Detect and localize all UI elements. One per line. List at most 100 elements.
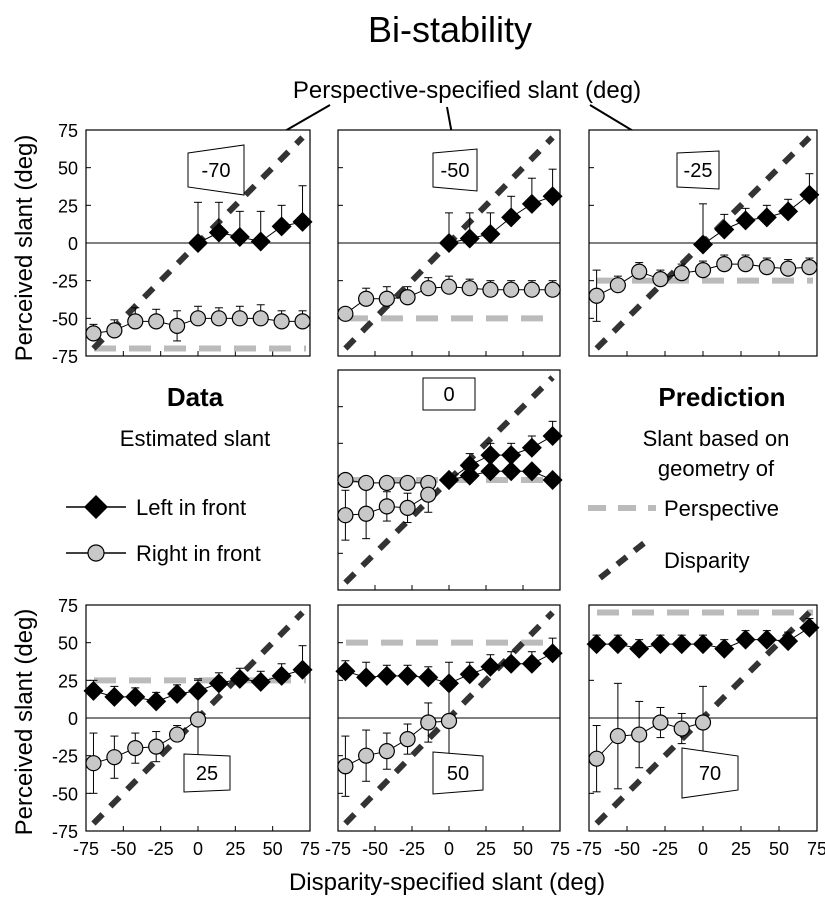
x-tick-label: 0 — [193, 839, 203, 859]
perspective-slant-box — [676, 150, 720, 190]
error-bar — [613, 682, 622, 790]
left-in-front-point — [188, 233, 208, 253]
right-in-front-point — [482, 281, 499, 298]
left-in-front-point — [756, 207, 777, 228]
figure-title: Bi-stability — [368, 9, 532, 50]
right-in-front-point — [294, 313, 311, 330]
panel-5: 25 — [83, 604, 313, 832]
x-tick-label: 50 — [769, 839, 789, 859]
left-in-front-point — [459, 664, 480, 685]
right-in-front-point — [631, 263, 648, 280]
left-in-front-point — [735, 629, 756, 650]
left-in-front-point — [418, 667, 439, 688]
x-tick-label: -75 — [325, 839, 351, 859]
right-in-front-point — [189, 310, 207, 327]
left-in-front-point — [188, 680, 208, 701]
left-in-front-point — [480, 223, 501, 244]
right-in-front-point — [337, 471, 354, 489]
x-tick-label: -50 — [614, 839, 640, 859]
left-in-front-point — [459, 465, 480, 486]
right-in-front-point — [148, 738, 165, 755]
right-in-front-point — [652, 271, 669, 288]
left-in-front-point — [459, 228, 480, 249]
y-axis-label-bottom: Perceived slant (deg) — [11, 609, 38, 836]
left-in-front-point — [778, 201, 799, 222]
right-in-front-point — [378, 743, 395, 760]
x-tick-labels: -75 -50 -25 0 25 50 75 -75 -50 -25 0 25 50 75 -75 -50 -2… — [73, 839, 825, 859]
x-tick-label: -25 — [399, 839, 425, 859]
x-tick-label: -25 — [652, 839, 678, 859]
left-in-front-point — [83, 680, 104, 701]
y-tick-label: 25 — [58, 671, 78, 691]
perspective-slant-box — [183, 753, 231, 793]
right-in-front-point — [378, 290, 395, 307]
left-in-front-point — [271, 665, 292, 686]
x-axis-label: Disparity-specified slant (deg) — [289, 869, 605, 896]
left-in-front-point — [439, 470, 459, 490]
left-in-front-point — [459, 455, 480, 476]
right-in-front-point — [168, 317, 186, 334]
y-tick-label: 75 — [58, 596, 78, 616]
right-in-front-point — [337, 758, 354, 775]
right-in-front-point — [399, 730, 416, 748]
right-in-front-point — [231, 310, 248, 327]
right-in-front-point — [378, 474, 395, 492]
panels: -70 -50 -25 0 25 50 70 — [83, 129, 820, 832]
legend-diamond-icon — [84, 495, 108, 519]
right-in-front-point — [588, 750, 605, 767]
disparity-legend-label: Disparity — [664, 548, 750, 573]
left-in-front-point — [397, 665, 418, 686]
x-tick-label: 50 — [513, 839, 533, 859]
y-tick-label: 50 — [58, 634, 78, 654]
left-in-front-point — [104, 686, 125, 707]
data-legend-subheading: Estimated slant — [120, 426, 270, 451]
right-in-front-point — [168, 726, 186, 743]
perspective-slant-label: 70 — [699, 763, 721, 785]
y-tick-label: -50 — [52, 309, 78, 329]
x-tick-label: 0 — [444, 839, 454, 859]
left-in-front-point — [125, 686, 146, 707]
right-in-front-point — [420, 714, 437, 731]
right-in-front-point — [544, 281, 561, 298]
right-in-front-point — [461, 280, 478, 297]
y-tick-label: -50 — [52, 784, 78, 804]
legend-right-in-front-label: Right in front — [136, 541, 261, 566]
right-in-front-point — [378, 498, 395, 515]
y-tick-labels-bottom: 75 50 25 0 -25 -50 -75 — [52, 596, 78, 842]
left-in-front-point — [542, 186, 563, 207]
right-in-front-point — [673, 720, 690, 737]
x-tick-label: 75 — [300, 839, 320, 859]
right-in-front-point — [358, 747, 375, 764]
prediction-legend-line1: Slant based on — [643, 426, 790, 451]
right-in-front-point — [780, 260, 797, 277]
right-in-front-point — [358, 505, 375, 522]
left-in-front-point — [542, 426, 563, 446]
y-tick-label: -25 — [52, 747, 78, 767]
y-tick-label: -75 — [52, 822, 78, 842]
right-in-front-point — [609, 277, 626, 294]
left-in-front-point — [521, 653, 542, 674]
x-tick-label: 75 — [550, 839, 570, 859]
disparity-legend-line — [598, 537, 650, 581]
legend-circle-icon — [87, 544, 105, 562]
right-in-front-point — [358, 474, 375, 492]
perspective-slant-label: -70 — [202, 160, 231, 182]
y-tick-label: -25 — [52, 272, 78, 292]
right-in-front-point — [694, 262, 712, 279]
right-in-front-point — [523, 281, 540, 298]
right-in-front-point — [189, 711, 207, 728]
left-in-front-point — [756, 629, 777, 650]
right-in-front-point — [652, 714, 669, 731]
left-in-front-point — [629, 638, 650, 659]
left-in-front-point — [650, 634, 671, 655]
x-tick-label: -75 — [73, 839, 99, 859]
x-tick-label: 50 — [263, 839, 283, 859]
left-in-front-point — [229, 668, 250, 689]
right-in-front-point — [106, 322, 123, 339]
left-in-front-point — [146, 691, 167, 712]
right-in-front-point — [337, 305, 354, 322]
x-tick-label: -50 — [362, 839, 388, 859]
y-tick-label: -75 — [52, 347, 78, 367]
legend-left-in-front-label: Left in front — [136, 495, 246, 520]
y-tick-label: 75 — [58, 121, 78, 141]
